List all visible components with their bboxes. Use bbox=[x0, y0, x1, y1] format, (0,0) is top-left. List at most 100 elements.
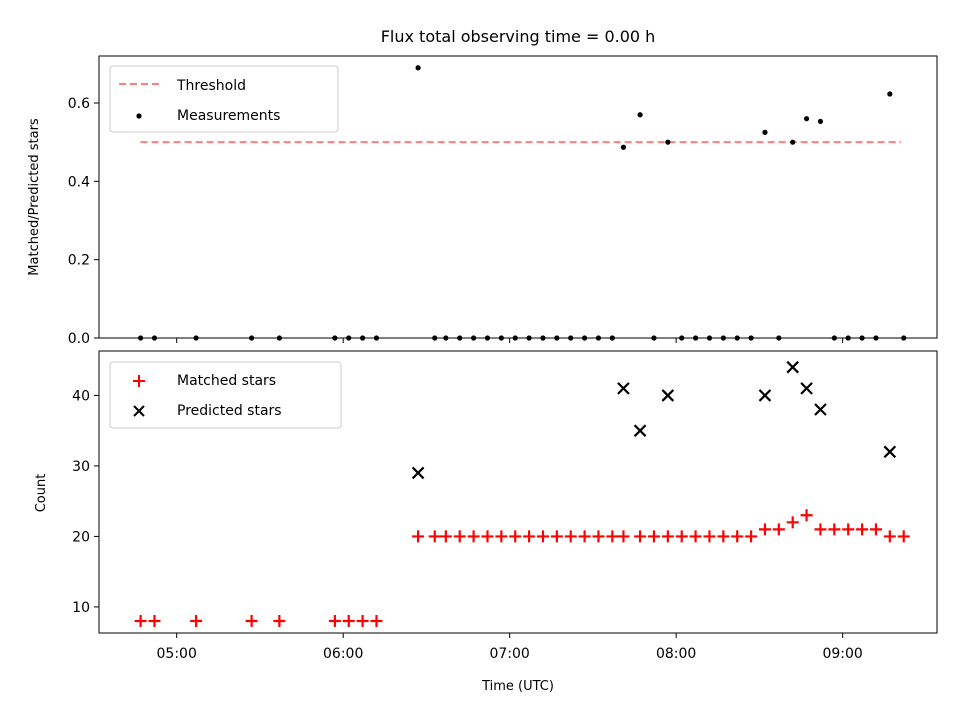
matched-star-marker bbox=[731, 530, 744, 543]
matched-star-marker bbox=[897, 530, 910, 543]
bottom-x-tick-label: 09:00 bbox=[822, 646, 862, 662]
bottom-xlabel: Time (UTC) bbox=[481, 679, 554, 694]
matched-star-marker bbox=[328, 615, 341, 628]
measurement-point bbox=[762, 129, 768, 135]
matched-star-marker bbox=[717, 530, 730, 543]
top-panel: Flux total observing time = 0.00 h Match… bbox=[27, 27, 938, 347]
matched-star-marker bbox=[536, 530, 549, 543]
matched-star-marker bbox=[675, 530, 688, 543]
matched-star-marker bbox=[550, 530, 563, 543]
matched-star-marker bbox=[134, 615, 147, 628]
matched-star-marker bbox=[273, 615, 286, 628]
matched-star-marker bbox=[564, 530, 577, 543]
matched-star-marker bbox=[828, 523, 841, 536]
bottom-axes-frame bbox=[98, 350, 938, 634]
matched-star-marker bbox=[578, 530, 591, 543]
bottom-y-tick-label: 10 bbox=[72, 600, 90, 616]
matched-star-marker bbox=[190, 615, 203, 628]
matched-star-marker bbox=[842, 523, 855, 536]
legend-measurements-label: Measurements bbox=[177, 108, 280, 124]
matched-star-marker bbox=[481, 530, 494, 543]
bottom-legend: Matched stars Predicted stars bbox=[109, 361, 342, 429]
predicted-star-marker bbox=[786, 360, 799, 374]
measurement-point bbox=[415, 65, 421, 71]
matched-star-marker bbox=[800, 509, 813, 522]
matched-star-marker bbox=[689, 530, 702, 543]
bottom-panel: Count Time (UTC) 10 20 30 40 05:00 06:00 07:0… bbox=[34, 350, 938, 694]
top-legend: Threshold Measurements bbox=[109, 65, 339, 133]
matched-star-marker bbox=[647, 530, 660, 543]
matched-star-marker bbox=[453, 530, 466, 543]
matched-star-marker bbox=[772, 523, 785, 536]
top-y-tick-label: 0.4 bbox=[68, 174, 90, 190]
top-axes-frame bbox=[98, 55, 938, 339]
top-ylabel: Matched/Predicted stars bbox=[27, 118, 42, 276]
legend-measurements-swatch bbox=[136, 113, 142, 119]
predicted-star-marker bbox=[800, 382, 813, 395]
matched-star-marker bbox=[342, 615, 355, 628]
predicted-star-marker bbox=[758, 389, 772, 402]
matched-star-marker bbox=[495, 530, 508, 543]
bottom-y-ticks: 10 20 30 40 bbox=[72, 388, 99, 616]
legend-matched-swatch bbox=[133, 375, 145, 387]
predicted-layer bbox=[411, 360, 897, 480]
matched-star-marker bbox=[869, 523, 882, 536]
predicted-star-marker bbox=[617, 382, 630, 395]
matched-star-marker bbox=[745, 530, 758, 543]
predicted-star-marker bbox=[411, 466, 425, 480]
top-legend-box bbox=[109, 65, 339, 133]
matched-star-marker bbox=[245, 615, 258, 628]
measurement-point bbox=[803, 116, 810, 122]
legend-matched-label: Matched stars bbox=[177, 373, 276, 389]
matched-star-marker bbox=[758, 523, 771, 536]
bottom-x-ticks: 05:00 06:00 07:00 08:00 09:00 bbox=[157, 633, 863, 662]
legend-threshold-label: Threshold bbox=[176, 78, 246, 94]
matched-star-marker bbox=[703, 530, 716, 543]
measurement-point bbox=[665, 139, 671, 145]
matched-star-marker bbox=[814, 523, 827, 536]
top-y-ticks: 0.0 0.2 0.4 0.6 bbox=[68, 96, 99, 347]
bottom-x-tick-label: 08:00 bbox=[656, 646, 696, 662]
measurement-point bbox=[817, 118, 824, 125]
matched-star-marker bbox=[523, 530, 536, 543]
matched-star-marker bbox=[856, 523, 869, 536]
matched-star-marker bbox=[428, 530, 441, 543]
matched-star-marker bbox=[356, 615, 369, 628]
matched-star-marker bbox=[661, 530, 674, 543]
legend-predicted-label: Predicted stars bbox=[177, 403, 282, 419]
matched-star-marker bbox=[370, 615, 383, 628]
bottom-y-tick-label: 30 bbox=[72, 459, 90, 475]
matched-star-marker bbox=[467, 530, 480, 543]
bottom-x-tick-label: 07:00 bbox=[489, 646, 529, 662]
top-y-tick-label: 0.2 bbox=[68, 253, 90, 269]
predicted-star-marker bbox=[633, 424, 647, 437]
matched-star-marker bbox=[412, 530, 425, 543]
matched-star-marker bbox=[592, 530, 605, 543]
legend-predicted-swatch bbox=[133, 405, 145, 417]
predicted-star-marker bbox=[883, 445, 897, 459]
predicted-star-marker bbox=[661, 389, 675, 402]
bottom-legend-box bbox=[109, 361, 342, 429]
bottom-x-tick-label: 06:00 bbox=[323, 646, 363, 662]
matched-star-marker bbox=[786, 516, 799, 529]
top-title: Flux total observing time = 0.00 h bbox=[381, 27, 656, 46]
matched-star-marker bbox=[439, 530, 452, 543]
measurement-point bbox=[887, 91, 893, 97]
matched-star-marker bbox=[509, 530, 522, 543]
matched-star-marker bbox=[617, 530, 630, 543]
top-y-tick-label: 0.0 bbox=[68, 331, 90, 347]
bottom-x-tick-label: 05:00 bbox=[157, 646, 197, 662]
matched-star-marker bbox=[634, 530, 647, 543]
bottom-ylabel: Count bbox=[34, 474, 49, 513]
top-x-ticks bbox=[176, 338, 844, 343]
matched-layer bbox=[134, 509, 910, 628]
matched-star-marker bbox=[606, 530, 619, 543]
matched-star-marker bbox=[883, 530, 896, 543]
predicted-star-marker bbox=[814, 403, 827, 416]
matched-star-marker bbox=[148, 615, 161, 628]
measurement-point bbox=[620, 144, 627, 150]
top-y-tick-label: 0.6 bbox=[68, 96, 90, 112]
measurement-point bbox=[790, 139, 796, 145]
measurement-point bbox=[637, 112, 643, 118]
